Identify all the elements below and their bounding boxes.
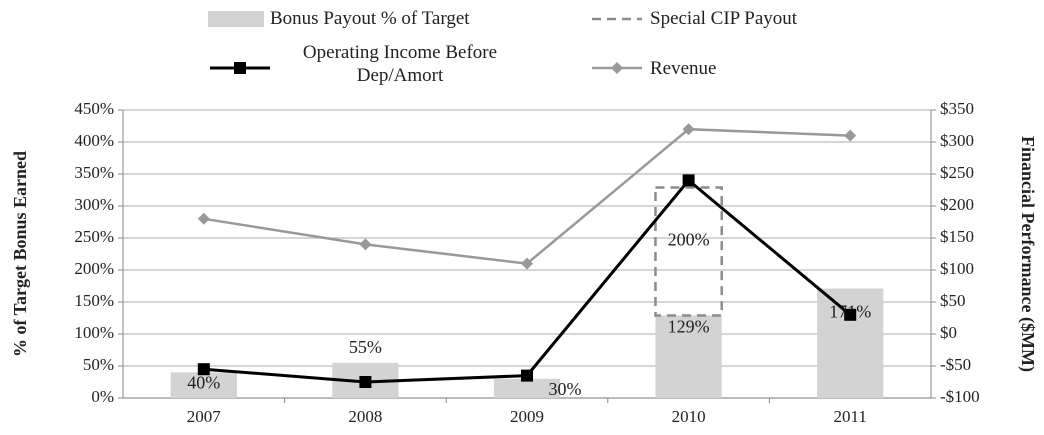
data-label: 55%: [349, 337, 382, 357]
y2-tick-label: $300: [940, 131, 974, 150]
bar: [493, 378, 561, 398]
bar: [654, 186, 723, 317]
marker: [844, 308, 857, 321]
marker: [611, 62, 623, 74]
legend-label: Special CIP Payout: [650, 8, 798, 29]
legend-label: Operating Income Before Dep/Amort: [302, 42, 498, 86]
marker: [682, 174, 695, 187]
y-tick-label: 400%: [74, 131, 114, 150]
marker: [521, 257, 533, 270]
y2-tick-label: $0: [940, 323, 957, 342]
marker: [197, 363, 210, 376]
bar: [170, 372, 237, 398]
legend-label: Bonus Payout % of Target: [270, 8, 470, 29]
line: [203, 127, 851, 265]
y-tick-label: 100%: [74, 323, 114, 342]
y2-tick-label: $50: [940, 291, 966, 310]
bar: [817, 288, 884, 398]
y2-tick-label: $250: [940, 163, 974, 182]
y-tick-label: 450%: [74, 99, 114, 118]
marker: [844, 129, 857, 142]
y2-tick-label: $200: [940, 195, 974, 214]
data-label: 129%: [668, 317, 710, 337]
bar: [655, 315, 722, 398]
x-tick-label: 2011: [834, 407, 867, 426]
y-tick-label: 350%: [74, 163, 114, 182]
y2-tick-label: $150: [940, 227, 974, 246]
data-label: 30%: [549, 379, 582, 399]
marker: [197, 212, 210, 225]
line: [203, 178, 852, 384]
y-axis-title: % of Target Bonus Earned: [10, 151, 30, 357]
y2-tick-label: -$50: [940, 355, 971, 374]
data-label: 200%: [668, 229, 710, 249]
x-tick-label: 2007: [187, 407, 222, 426]
marker: [359, 238, 372, 251]
marker: [521, 369, 533, 382]
y2-tick-label: $100: [940, 259, 974, 278]
y-tick-label: 200%: [74, 259, 114, 278]
marker: [359, 376, 372, 388]
y-tick-label: 150%: [74, 291, 114, 310]
y-tick-label: 300%: [74, 195, 114, 214]
marker: [234, 62, 246, 74]
x-tick-label: 2010: [672, 407, 706, 426]
marker: [682, 123, 695, 136]
data-label: 40%: [187, 373, 220, 393]
x-tick-label: 2009: [510, 407, 544, 426]
y2-tick-label: $350: [940, 99, 974, 118]
legend-label: Revenue: [650, 58, 717, 79]
y-tick-label: 50%: [83, 355, 114, 374]
legend-swatch: [208, 11, 264, 27]
y-tick-label: 250%: [74, 227, 114, 246]
y2-axis-title: Financial Performance ($MM): [1017, 136, 1038, 372]
x-tick-label: 2008: [348, 407, 382, 426]
y-tick-label: 0%: [91, 387, 114, 406]
y2-tick-label: -$100: [940, 387, 980, 406]
